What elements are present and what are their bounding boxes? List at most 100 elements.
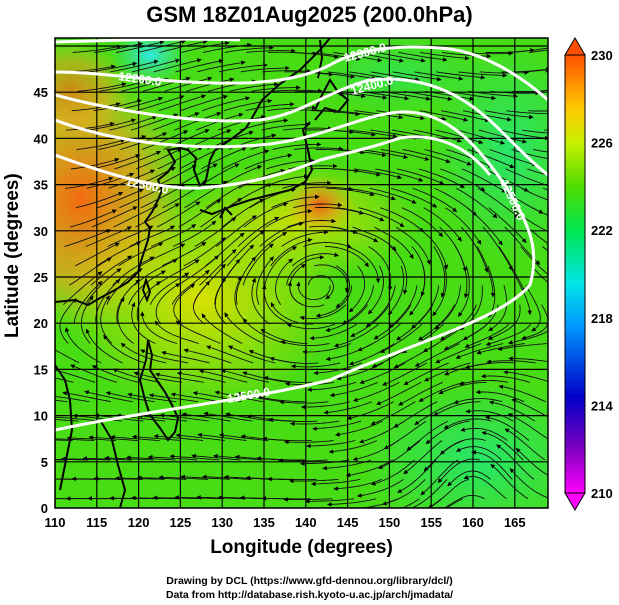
streamline: [110, 59, 159, 73]
streamline: [488, 207, 527, 243]
streamline: [354, 110, 404, 120]
streamline: [94, 42, 143, 53]
streamline: [173, 283, 195, 325]
streamline: [533, 149, 548, 153]
streamline: [175, 58, 224, 73]
streamline: [119, 186, 165, 209]
streamline: [220, 368, 270, 383]
streamline: [342, 285, 374, 325]
streamline: [228, 345, 276, 364]
streamline: [355, 52, 404, 63]
streamline: [280, 340, 330, 347]
streamline: [59, 298, 77, 344]
streamline: [224, 312, 265, 344]
streamline: [427, 478, 469, 508]
streamline: [309, 323, 358, 341]
streamline: [303, 242, 352, 249]
streamline: [479, 70, 530, 75]
streamline: [338, 90, 388, 100]
streamline: [137, 413, 188, 422]
x-tick-label: 115: [86, 515, 107, 530]
streamline: [349, 343, 395, 366]
streamline: [175, 320, 221, 344]
streamline: [278, 458, 328, 463]
streamline: [259, 221, 304, 247]
streamline: [55, 377, 74, 383]
streamline: [155, 283, 181, 325]
streamline: [380, 323, 423, 353]
streamline: [403, 440, 443, 475]
streamline: [401, 207, 444, 238]
streamline: [264, 246, 297, 286]
streamline: [193, 263, 226, 305]
streamline: [433, 246, 446, 298]
streamline: [229, 82, 279, 92]
streamline: [425, 90, 475, 101]
streamline: [392, 71, 442, 82]
streamline: [155, 372, 204, 383]
y-tick-label: 40: [34, 131, 48, 146]
streamline: [270, 302, 314, 325]
y-tick-label: 20: [34, 316, 48, 331]
streamline: [414, 401, 459, 426]
streamline: [140, 311, 178, 344]
streamline: [489, 400, 536, 422]
streamline: [313, 362, 362, 376]
streamline: [183, 348, 232, 364]
streamline: [369, 187, 417, 204]
streamline: [70, 364, 118, 383]
streamline: [490, 463, 529, 500]
streamline: [294, 146, 344, 151]
streamline: [269, 356, 319, 364]
streamline: [330, 226, 379, 243]
streamline: [76, 138, 126, 150]
streamline: [316, 90, 366, 99]
streamline: [403, 362, 449, 386]
streamline: [55, 349, 80, 364]
streamline: [291, 362, 341, 369]
streamline: [478, 129, 527, 144]
streamline: [333, 323, 379, 348]
streamline: [382, 479, 426, 506]
streamline: [135, 148, 182, 170]
colorbar-tick-label: 222: [591, 223, 613, 238]
streamline: [221, 198, 265, 228]
streamline: [497, 343, 547, 352]
y-axis-ticks: 0 5 10 15 20 25 30 35 40 45: [34, 85, 48, 516]
streamline: [149, 272, 190, 305]
streamline: [194, 217, 237, 247]
streamline: [425, 420, 470, 445]
streamline: [201, 96, 251, 112]
streamline: [176, 371, 226, 383]
streamline: [262, 284, 292, 325]
streamline: [375, 110, 425, 121]
contour-line: [55, 38, 241, 44]
streamline: [282, 180, 332, 189]
streamline: [178, 199, 222, 228]
streamline: [432, 265, 447, 317]
streamline: [286, 323, 336, 330]
streamline: [315, 285, 353, 318]
streamline: [224, 45, 274, 53]
streamline: [311, 52, 361, 61]
streamline: [92, 154, 141, 170]
streamline: [490, 90, 540, 96]
streamline: [310, 110, 361, 117]
streamline: [520, 246, 548, 276]
streamline: [423, 207, 462, 242]
streamline: [311, 478, 361, 487]
streamline: [457, 71, 508, 78]
streamline: [173, 163, 218, 189]
streamline: [335, 265, 351, 308]
streamline: [201, 313, 243, 344]
streamline: [393, 401, 438, 428]
streamline: [433, 401, 481, 417]
streamline: [292, 252, 339, 267]
streamline: [203, 411, 253, 422]
streamline: [300, 459, 350, 466]
colorbar-max-triangle: [564, 37, 586, 56]
streamline: [199, 369, 248, 383]
streamline: [446, 149, 493, 168]
streamline: [161, 350, 210, 364]
